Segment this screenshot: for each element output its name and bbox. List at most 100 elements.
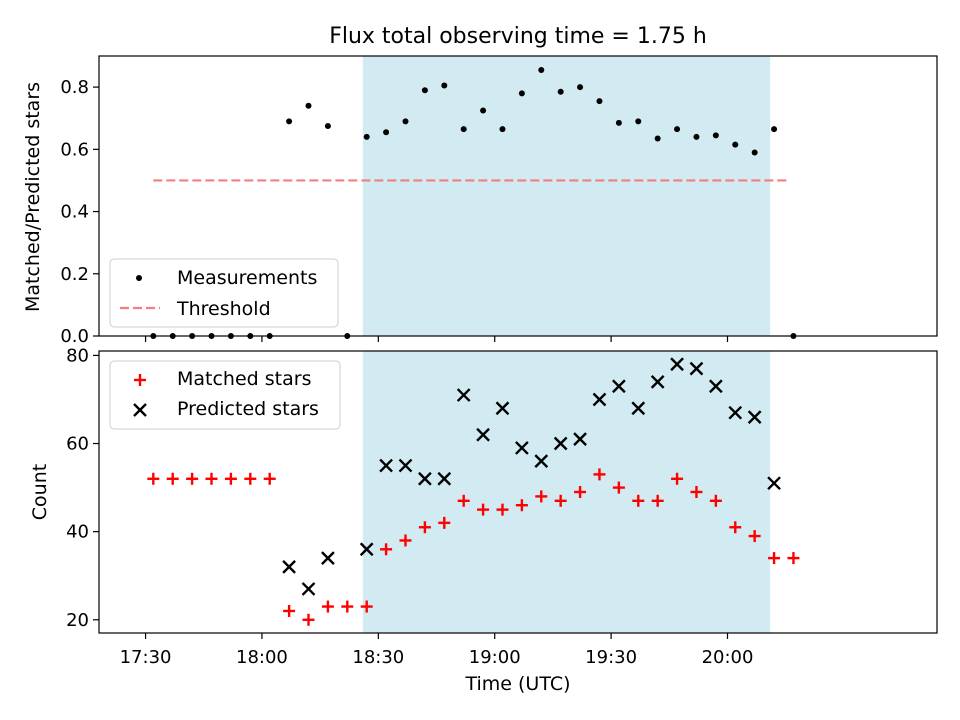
predicted-star-point — [379, 458, 393, 473]
matched-star-point — [302, 613, 315, 626]
x-axis-label: Time (UTC) — [464, 673, 570, 695]
matched-star-point — [244, 472, 257, 485]
matched-star-point — [515, 499, 528, 512]
matched-star-point — [748, 530, 761, 543]
top-y-tick-label: 0.4 — [60, 202, 89, 223]
top-x-ticks — [144, 336, 729, 342]
predicted-stars-series — [282, 357, 781, 596]
matched-star-point — [651, 494, 664, 507]
x-tick-label: 20:00 — [702, 647, 754, 668]
measurement-point — [324, 123, 331, 129]
top-legend: Measurements Threshold — [109, 258, 339, 328]
predicted-star-point — [670, 357, 684, 372]
predicted-star-point — [612, 379, 626, 394]
matched-star-point — [671, 472, 684, 485]
bottom-highlight-span — [362, 351, 771, 633]
measurement-point — [460, 126, 467, 133]
matched-star-point — [496, 503, 509, 516]
predicted-star-point — [650, 374, 665, 389]
matched-star-point — [224, 472, 237, 485]
measurement-point — [499, 126, 506, 133]
matched-star-point — [632, 494, 645, 507]
matched-star-point — [205, 472, 218, 485]
matched-star-point — [283, 604, 296, 617]
predicted-star-point — [747, 410, 762, 424]
measurement-point — [557, 88, 564, 95]
predicted-star-point — [359, 542, 374, 557]
measurement-point — [693, 133, 700, 140]
predicted-star-point — [631, 401, 646, 416]
measurement-point — [712, 132, 719, 139]
matched-star-point — [768, 552, 781, 565]
measurement-point — [441, 82, 448, 89]
measurement-point — [538, 67, 545, 73]
measurement-point — [635, 118, 642, 125]
measurement-point — [518, 90, 525, 97]
top-y-tick-label: 0.2 — [60, 264, 89, 285]
predicted-star-point — [573, 432, 587, 446]
x-tick-label: 17:30 — [120, 647, 172, 668]
measurement-point — [615, 119, 622, 126]
bottom-y-tick-label: 20 — [66, 610, 89, 631]
measurement-point — [480, 107, 487, 114]
predicted-star-point — [282, 560, 296, 574]
matched-star-point — [729, 521, 742, 534]
top-panel: 0.00.20.40.60.8 Matched/Predicted stars … — [22, 55, 938, 347]
bottom-y-tick-label: 60 — [66, 434, 89, 455]
measurement-point — [305, 102, 312, 109]
matched-star-point — [341, 600, 354, 613]
top-axes-frame — [98, 55, 938, 337]
predicted-star-point — [767, 476, 781, 491]
measurement-point — [402, 118, 409, 125]
matched-star-point — [186, 472, 199, 485]
top-highlight-span — [362, 56, 771, 336]
top-y-tick-label: 0.0 — [60, 326, 89, 347]
matched-stars-series — [147, 468, 800, 626]
predicted-star-point — [592, 392, 607, 407]
predicted-star-point — [709, 379, 723, 394]
measurement-point — [577, 84, 584, 91]
bottom-y-ticks: 20 40 60 80 — [66, 345, 99, 631]
legend-threshold-label: Threshold — [176, 298, 271, 320]
top-y-tick-label: 0.6 — [60, 139, 89, 160]
legend-measurements-label: Measurements — [177, 267, 317, 289]
matched-star-point — [593, 468, 606, 481]
matched-star-point — [535, 490, 548, 503]
matched-star-point — [418, 521, 431, 534]
top-y-ticks: 0.0 0.2 0.4 0.6 0.8 — [60, 77, 99, 347]
x-tick-label: 18:00 — [236, 647, 288, 668]
matched-star-point — [457, 494, 470, 507]
predicted-star-point — [515, 441, 529, 455]
matched-star-point — [709, 494, 722, 507]
matched-star-point — [147, 472, 160, 485]
predicted-star-point — [321, 551, 335, 565]
measurement-point — [383, 129, 390, 136]
predicted-star-point — [437, 471, 452, 486]
bottom-legend: Matched stars Predicted stars — [109, 360, 341, 430]
measurements-series — [150, 67, 797, 339]
chart-title: Flux total observing time = 1.75 h — [329, 24, 707, 49]
x-tick-label: 19:30 — [585, 647, 637, 668]
matched-star-point — [690, 486, 703, 498]
matched-star-point — [554, 494, 567, 507]
matched-star-point — [787, 552, 800, 565]
predicted-star-point — [495, 401, 510, 416]
x-tick-label: 19:00 — [469, 647, 521, 668]
predicted-star-point — [476, 427, 490, 442]
measurement-point — [421, 87, 428, 94]
top-y-axis-label: Matched/Predicted stars — [22, 82, 44, 312]
top-y-tick-label: 0.8 — [60, 77, 89, 98]
measurement-point — [363, 133, 370, 140]
matched-star-point — [380, 543, 393, 556]
measurement-point — [771, 126, 778, 133]
predicted-star-point — [728, 405, 743, 420]
predicted-star-point — [301, 582, 316, 596]
predicted-star-point — [534, 454, 549, 469]
matched-star-point — [166, 472, 179, 485]
predicted-star-point — [553, 436, 568, 451]
legend-predicted-label: Predicted stars — [177, 398, 319, 420]
matched-star-point — [263, 472, 276, 485]
bottom-axes-frame — [98, 350, 938, 634]
